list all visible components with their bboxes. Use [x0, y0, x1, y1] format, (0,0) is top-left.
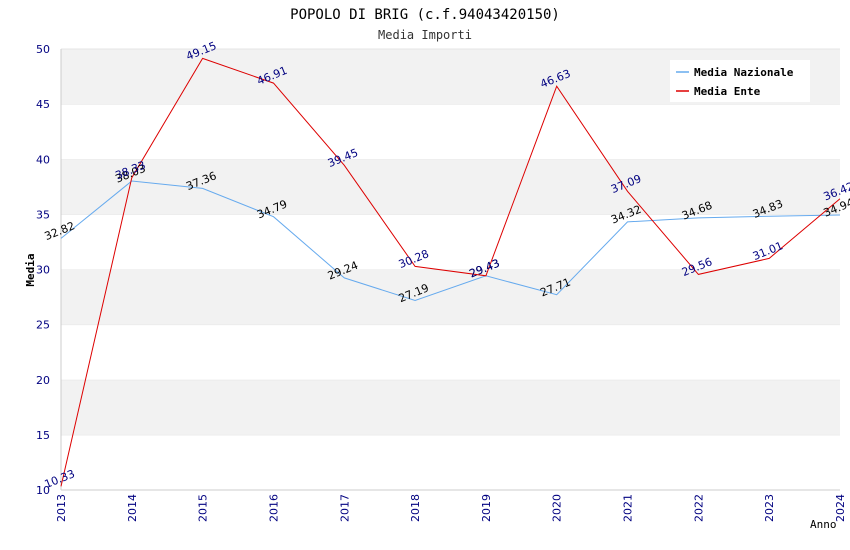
- legend-entry: Media Ente: [694, 85, 761, 98]
- x-tick-label: 2017: [338, 494, 351, 522]
- x-tick-label: 2020: [551, 494, 564, 522]
- y-tick-label: 50: [36, 43, 50, 56]
- x-tick-label: 2013: [55, 494, 68, 522]
- grid-band: [61, 214, 840, 270]
- grid-band: [61, 269, 840, 325]
- grid-band: [61, 434, 840, 490]
- chart-subtitle: Media Importi: [378, 28, 472, 42]
- y-tick-label: 10: [36, 484, 50, 497]
- x-tick-label: 2014: [126, 494, 139, 522]
- x-tick-label: 2023: [763, 494, 776, 522]
- x-axis-label: Anno: [810, 518, 837, 531]
- x-tick-label: 2021: [622, 494, 635, 522]
- x-axis-ticks: 2013 2014 2015 2016 2017 2018 2019 2020 2021 2022…: [55, 494, 847, 522]
- grid-band: [61, 159, 840, 215]
- x-tick-label: 2024: [834, 494, 847, 522]
- legend-box: [670, 60, 810, 102]
- y-tick-label: 15: [36, 429, 50, 442]
- x-tick-label: 2016: [267, 494, 280, 522]
- y-tick-label: 35: [36, 208, 50, 221]
- y-tick-label: 30: [36, 264, 50, 277]
- grid-bands: [60, 48, 840, 491]
- x-tick-label: 2015: [197, 494, 210, 522]
- x-tick-label: 2019: [480, 494, 493, 522]
- grid-band: [61, 324, 840, 380]
- series-line: [60, 180, 841, 302]
- y-axis-ticks: 10 15 20 25 30 35 40 45 50: [36, 43, 50, 497]
- legend-entry: Media Nazionale: [694, 66, 794, 79]
- y-tick-label: 45: [36, 98, 50, 111]
- series-line: [60, 57, 841, 487]
- y-tick-label: 20: [36, 374, 50, 387]
- grid-band: [61, 104, 840, 160]
- chart-title: POPOLO DI BRIG (c.f.94043420150): [290, 7, 560, 23]
- x-tick-label: 2018: [409, 494, 422, 522]
- grid-band: [61, 379, 840, 435]
- y-axis-label: Media: [24, 253, 37, 286]
- y-tick-label: 40: [36, 153, 50, 166]
- y-tick-label: 25: [36, 319, 50, 332]
- legend: Media Nazionale Media Ente: [670, 60, 810, 102]
- x-tick-label: 2022: [692, 494, 705, 522]
- series-lines: [60, 57, 841, 487]
